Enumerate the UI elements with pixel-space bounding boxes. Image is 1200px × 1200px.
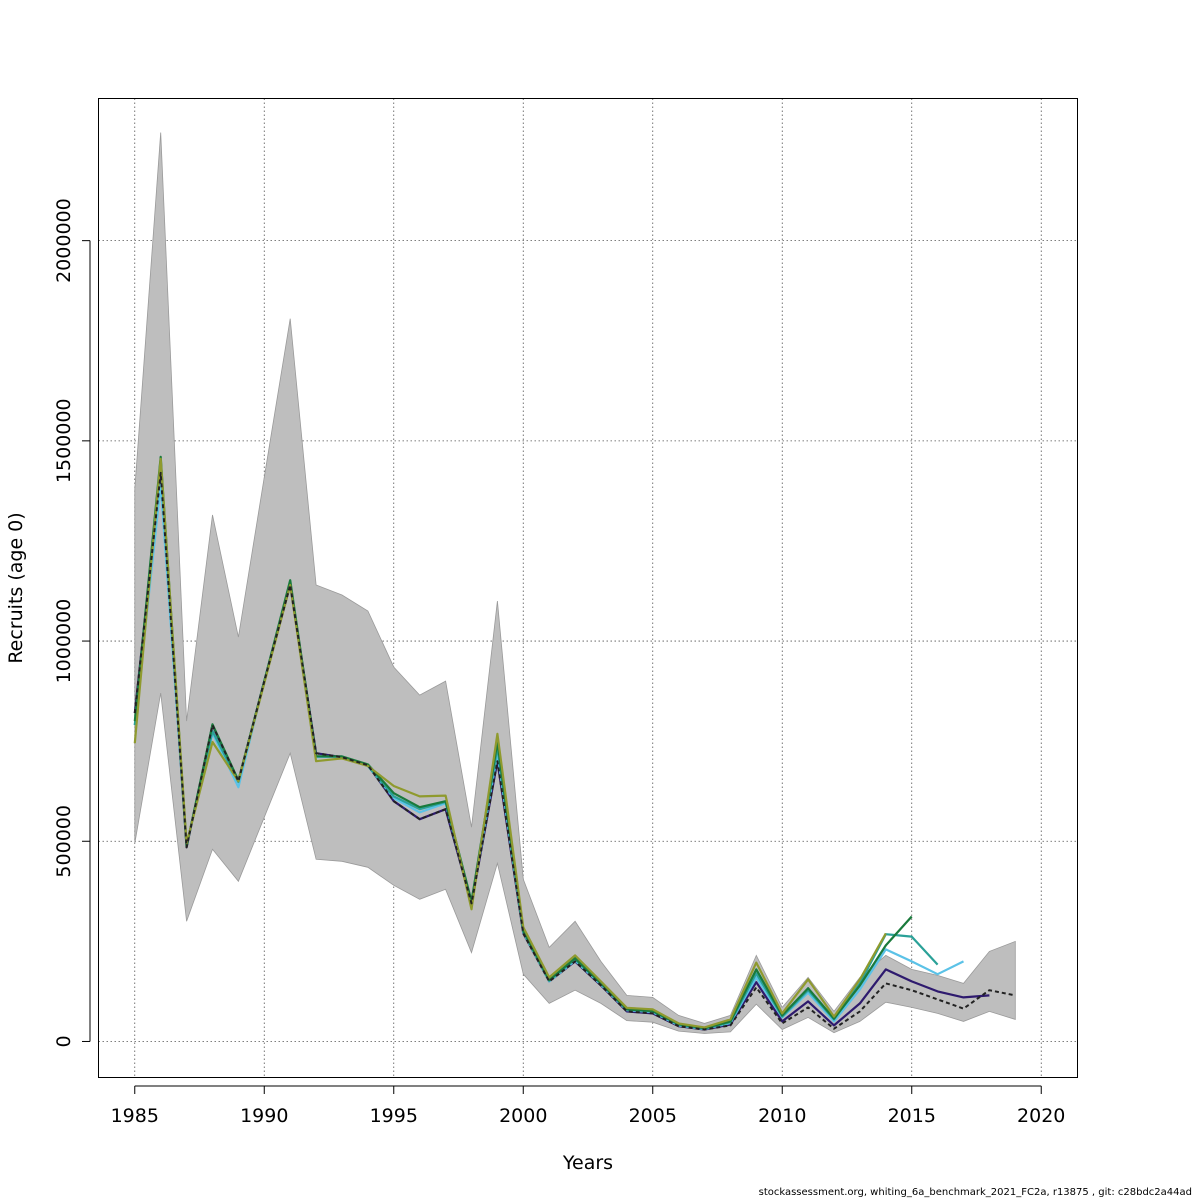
y-tick-label: 1000000 (53, 599, 75, 684)
confidence-band (134, 132, 1016, 1034)
y-tick-label: 500000 (53, 805, 75, 878)
x-tick-label: 1995 (370, 1105, 418, 1127)
y-tick-label: 2000000 (53, 198, 75, 283)
y-tick-label: 0 (53, 1035, 75, 1047)
confidence-band-group (134, 132, 1016, 1034)
footer-note: stockassessment.org, whiting_6a_benchmar… (758, 1187, 1192, 1198)
x-tick-label: 2000 (499, 1105, 547, 1127)
y-axis: 0 500000 1000000 1500000 2000000 (53, 198, 91, 1048)
y-axis-title: Recruits (age 0) (5, 512, 27, 663)
series-line-5 (133, 457, 887, 1029)
x-tick-label: 1990 (240, 1105, 288, 1127)
series-lines-group (133, 455, 1016, 1031)
x-axis-title: Years (562, 1152, 613, 1174)
series-line-6 (133, 471, 1016, 1031)
plot-frame (98, 98, 1078, 1078)
x-tick-label: 1985 (111, 1105, 159, 1127)
x-tick-label: 2015 (888, 1105, 936, 1127)
y-tick-label: 1500000 (53, 398, 75, 483)
x-tick-label: 2005 (629, 1105, 677, 1127)
x-tick-label: 2010 (758, 1105, 806, 1127)
x-tick-label: 2020 (1017, 1105, 1065, 1127)
x-axis: 1985 1990 1995 2000 2005 2010 2015 2020 (111, 1085, 1065, 1127)
